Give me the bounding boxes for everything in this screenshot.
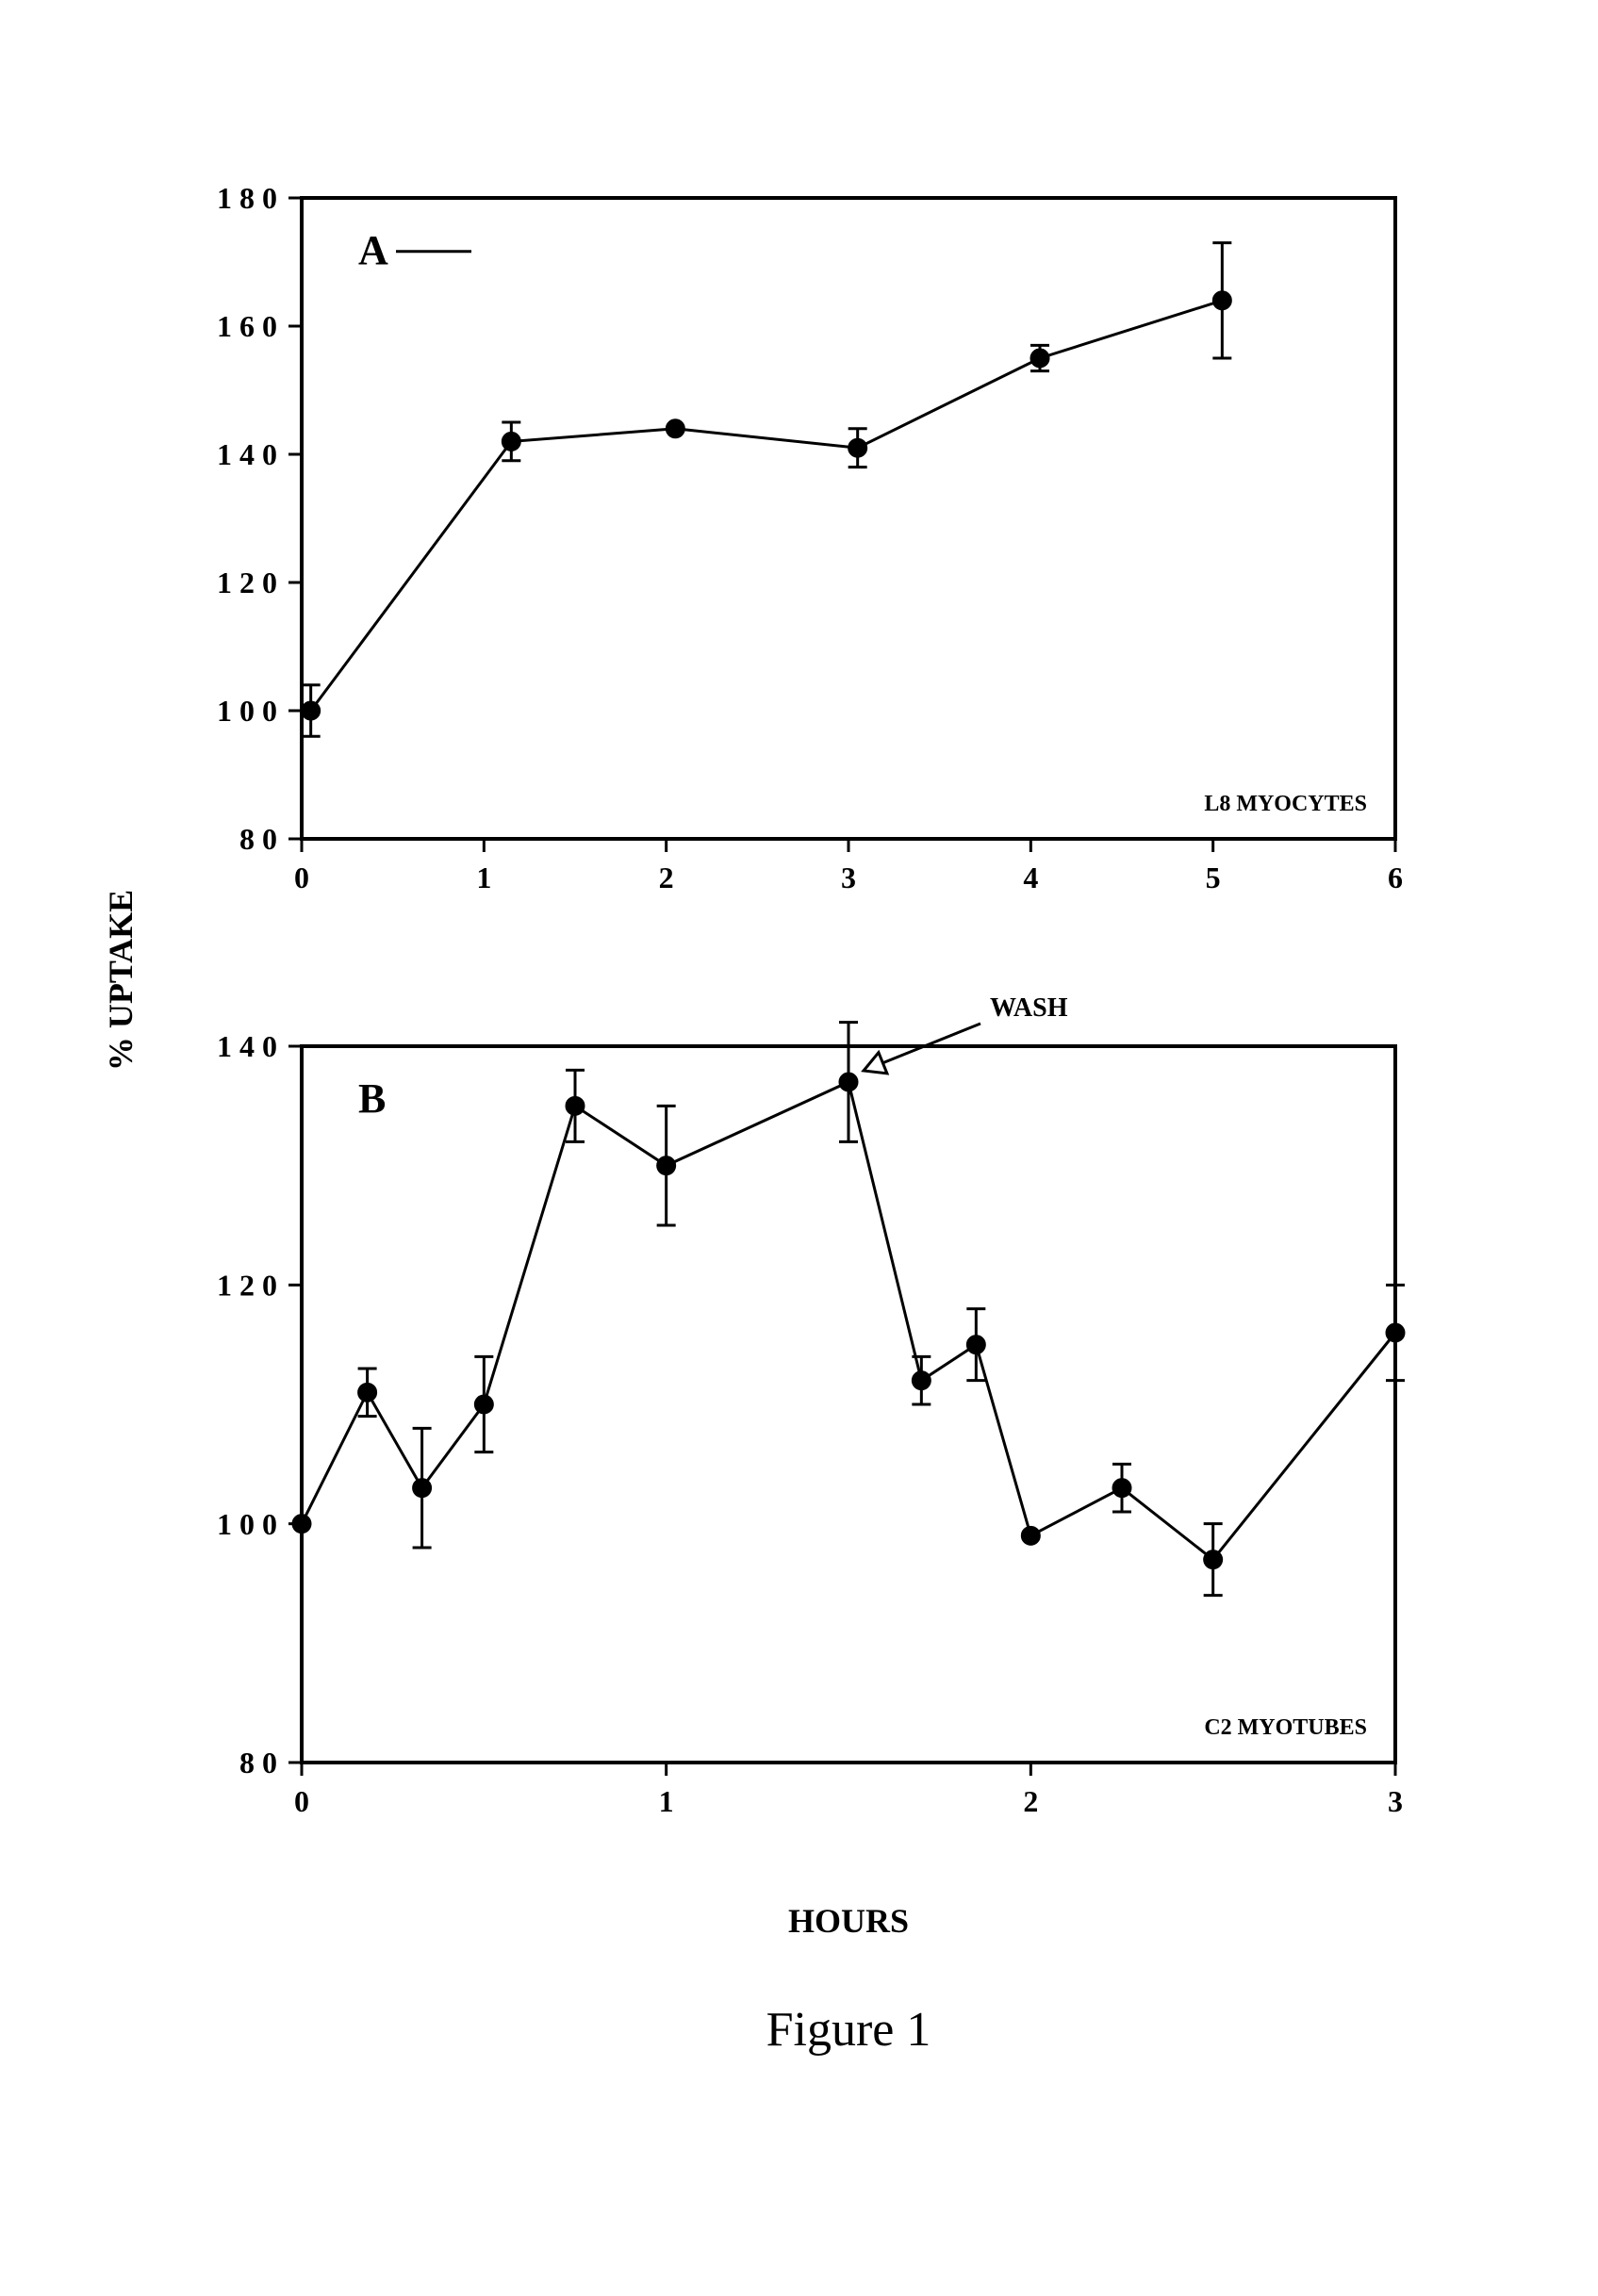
panelB-plot-border (302, 1046, 1395, 1763)
panelB-line (302, 1082, 1395, 1560)
panelB-series-label: C2 MYOTUBES (1204, 1715, 1367, 1740)
panelB-marker (1386, 1323, 1405, 1342)
panelA-marker (502, 432, 520, 451)
y-axis-label: % UPTAKE (102, 890, 140, 1071)
panel-panelB: 8 0 1 0 0 1 2 0 1 4 0 0 1 2 3 B C2 MYOTUBES WASH (217, 993, 1405, 1818)
panelA-marker (666, 419, 684, 438)
panelA-label: A (358, 227, 388, 273)
panelB-marker (1021, 1526, 1040, 1545)
figure-svg: 8 0 1 0 0 1 2 0 1 4 0 1 6 0 1 8 0 0 1 2 3 4 5 6 A L8 M… (0, 0, 1598, 2291)
panel-panelA: 8 0 1 0 0 1 2 0 1 4 0 1 6 0 1 8 0 0 1 2 3 4 5 6 A L8 M… (217, 181, 1403, 894)
panelB-annotation-text: WASH (990, 993, 1068, 1023)
panelB-ytick-label: 1 0 0 (217, 1507, 277, 1541)
panelA-xtick-label: 1 (476, 861, 491, 894)
panelB-ytick-label: 1 2 0 (217, 1269, 277, 1303)
panelB-xtick-label: 2 (1023, 1784, 1038, 1818)
panelB-marker (292, 1515, 311, 1533)
panelB-marker (839, 1073, 858, 1091)
panelA-ytick-label: 1 6 0 (217, 309, 277, 343)
panelA-marker (848, 438, 867, 457)
panelA-ytick-label: 1 0 0 (217, 694, 277, 728)
panelB-marker (966, 1336, 985, 1354)
panelA-xtick-label: 3 (841, 861, 856, 894)
panelA-ytick-label: 1 2 0 (217, 566, 277, 599)
panelA-xtick-label: 4 (1023, 861, 1038, 894)
page: 8 0 1 0 0 1 2 0 1 4 0 1 6 0 1 8 0 0 1 2 3 4 5 6 A L8 M… (0, 0, 1598, 2291)
panelA-ytick-label: 1 4 0 (217, 437, 277, 471)
panelA-plot-border (302, 198, 1395, 839)
panelB-marker (358, 1383, 377, 1402)
panelB-marker (1204, 1550, 1223, 1569)
panelB-marker (657, 1156, 676, 1175)
panelB-ytick-label: 8 0 (239, 1746, 277, 1779)
panelA-line (311, 301, 1223, 711)
panelA-xtick-label: 6 (1388, 861, 1403, 894)
panelB-xtick-label: 1 (659, 1784, 674, 1818)
panelB-marker (474, 1395, 493, 1414)
panelB-marker (566, 1096, 585, 1115)
x-axis-label: HOURS (788, 1902, 909, 1940)
panelA-ytick-label: 1 8 0 (217, 181, 277, 215)
panelB-xtick-label: 0 (294, 1784, 309, 1818)
panelA-xtick-label: 2 (659, 861, 674, 894)
panelB-xtick-label: 3 (1388, 1784, 1403, 1818)
panelB-marker (1112, 1479, 1131, 1498)
panelA-marker (302, 701, 321, 720)
panelB-marker (413, 1479, 432, 1498)
panelA-marker (1212, 291, 1231, 310)
panelB-ytick-label: 1 4 0 (217, 1029, 277, 1063)
panelB-label: B (358, 1075, 386, 1122)
panelA-ytick-label: 8 0 (239, 822, 277, 856)
figure-caption: Figure 1 (766, 2003, 931, 2057)
panelA-marker (1030, 349, 1049, 368)
panelB-annotation-arrow-head (864, 1053, 887, 1074)
panelA-xtick-label: 5 (1206, 861, 1221, 894)
panelA-series-label: L8 MYOCYTES (1204, 792, 1367, 816)
panelB-marker (912, 1371, 931, 1390)
panelA-xtick-label: 0 (294, 861, 309, 894)
